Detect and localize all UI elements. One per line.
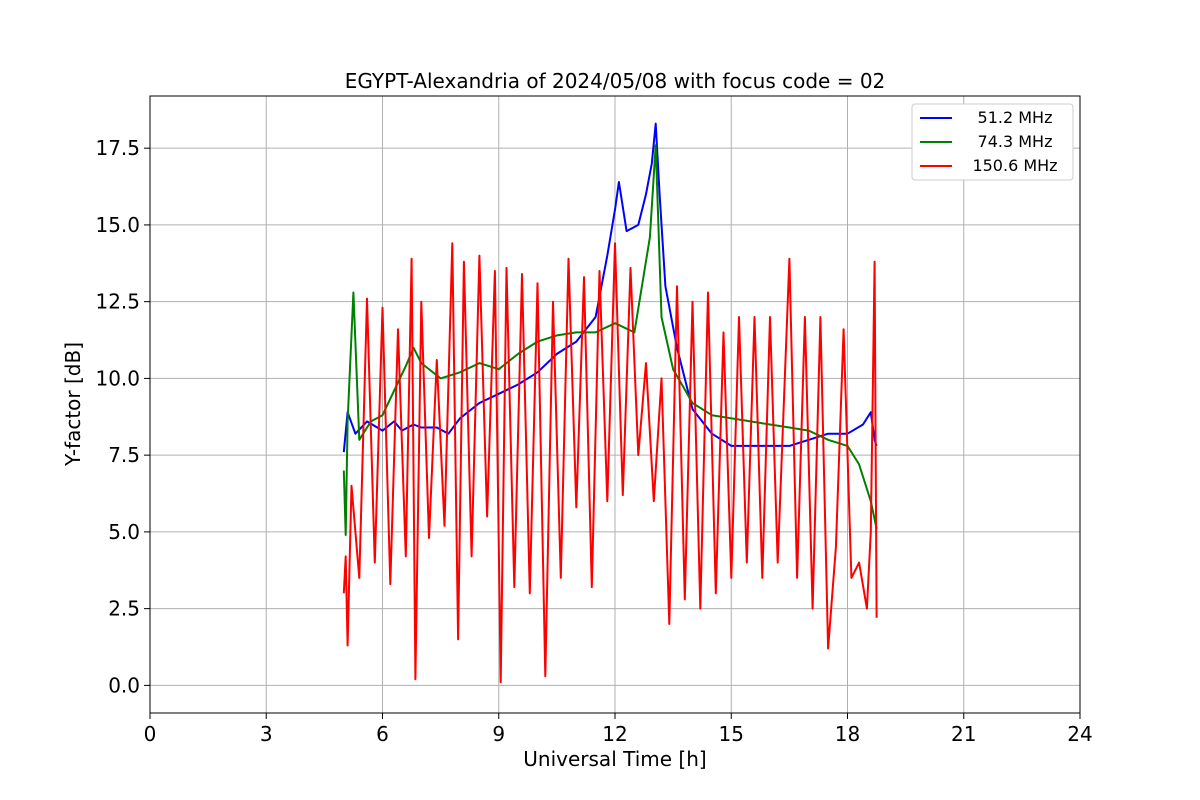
series-line-2 (342, 242, 878, 684)
chart-title: EGYPT-Alexandria of 2024/05/08 with focu… (345, 69, 886, 93)
y-tick-label: 10.0 (95, 366, 140, 390)
x-axis: 0 3 6 9 12 15 18 21 24 (144, 713, 1093, 746)
x-tick-label: 15 (719, 722, 744, 746)
legend-box (911, 103, 1074, 181)
x-tick-label: 9 (492, 722, 505, 746)
x-tick-label: 24 (1067, 722, 1092, 746)
x-tick-label: 6 (376, 722, 389, 746)
y-axis: 0.0 2.5 5.0 7.5 10.0 12.5 15.0 17.5 (95, 136, 150, 697)
y-tick-label: 17.5 (95, 136, 140, 160)
x-tick-label: 21 (951, 722, 976, 746)
x-tick-label: 18 (835, 722, 860, 746)
y-tick-label: 12.5 (95, 290, 140, 314)
legend-entry-2: 150.6 MHz (972, 156, 1057, 175)
y-tick-label: 0.0 (108, 673, 140, 697)
x-tick-label: 3 (260, 722, 273, 746)
y-tick-label: 5.0 (108, 520, 140, 544)
legend-entry-1: 74.3 MHz (978, 132, 1053, 151)
plot-series (342, 122, 878, 684)
x-tick-label: 0 (144, 722, 157, 746)
y-tick-label: 7.5 (108, 443, 140, 467)
y-tick-label: 2.5 (108, 597, 140, 621)
legend-entry-0: 51.2 MHz (978, 108, 1053, 127)
y-tick-label: 15.0 (95, 213, 140, 237)
legend: 51.2 MHz 74.3 MHz 150.6 MHz (911, 103, 1074, 181)
x-tick-label: 12 (602, 722, 627, 746)
x-axis-label: Universal Time [h] (523, 747, 706, 771)
y-axis-label: Y-factor [dB] (61, 342, 85, 467)
